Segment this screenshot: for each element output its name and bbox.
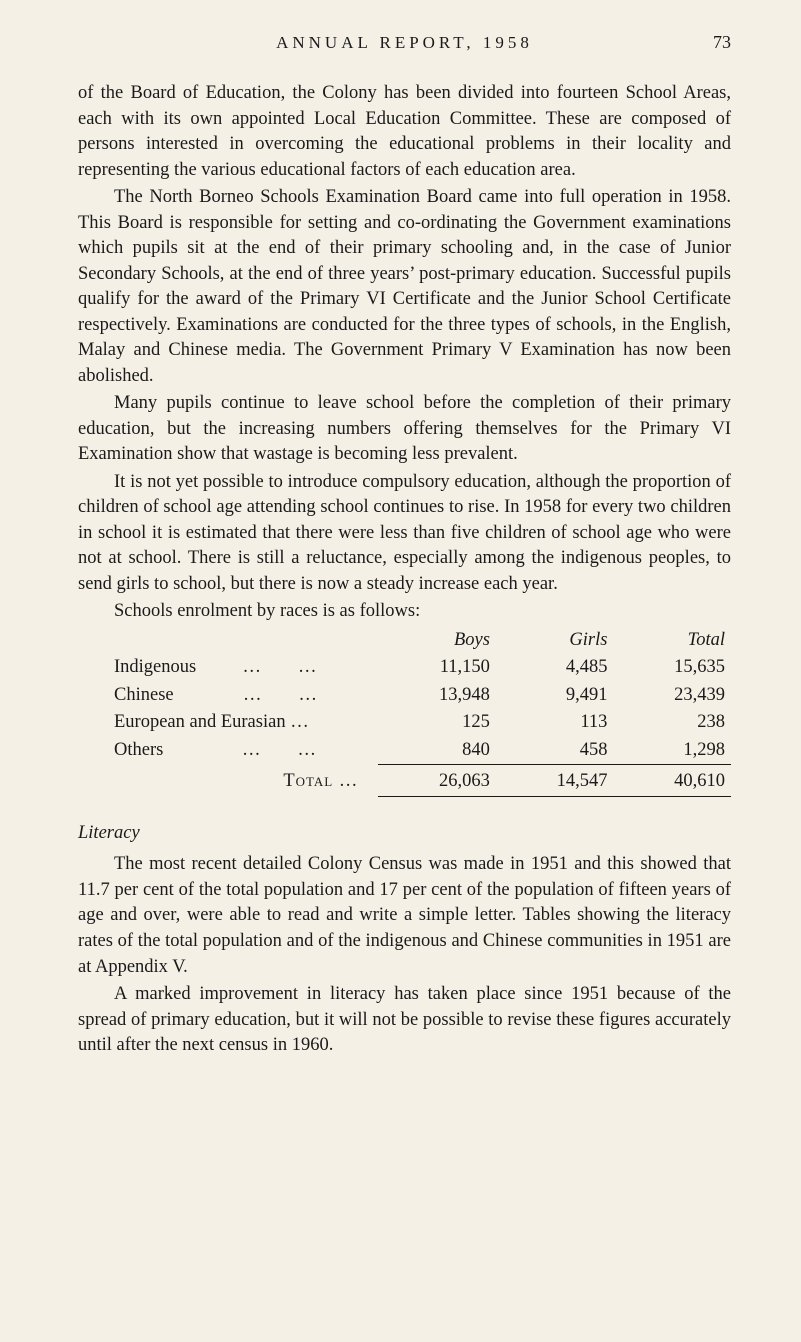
row-girls: 113 [496,709,614,737]
running-title: ANNUAL REPORT, 1958 [118,33,691,53]
total-boys: 26,063 [378,765,496,797]
page-number: 73 [691,32,731,53]
col-boys: Boys [378,627,496,655]
row-total: 23,439 [613,682,731,710]
table-row: European and Eurasian … 125 113 238 [78,709,731,737]
row-total: 238 [613,709,731,737]
row-girls: 9,491 [496,682,614,710]
row-boys: 840 [378,737,496,765]
row-label: Others … … [78,737,378,765]
paragraph-4: It is not yet possible to introduce comp… [78,470,731,598]
row-boys: 11,150 [378,654,496,682]
paragraph-3: Many pupils continue to leave school bef… [78,391,731,468]
table-row: Indigenous … … 11,150 4,485 15,635 [78,654,731,682]
literacy-heading: Literacy [78,821,731,847]
table-total-row: Total … 26,063 14,547 40,610 [78,765,731,797]
paragraph-2: The North Borneo Schools Examination Boa… [78,185,731,389]
row-girls: 4,485 [496,654,614,682]
row-total: 15,635 [613,654,731,682]
row-label: Indigenous … … [78,654,378,682]
table-header-row: Boys Girls Total [78,627,731,655]
paragraph-1: of the Board of Education, the Colony ha… [78,81,731,183]
row-boys: 125 [378,709,496,737]
total-label: Total … [78,765,378,797]
table-row: Chinese … … 13,948 9,491 23,439 [78,682,731,710]
row-total: 1,298 [613,737,731,765]
col-blank [78,627,378,655]
total-total: 40,610 [613,765,731,797]
enrolment-table: Boys Girls Total Indigenous … … 11,150 4… [78,627,731,797]
running-header: ANNUAL REPORT, 1958 73 [78,32,731,53]
page: ANNUAL REPORT, 1958 73 of the Board of E… [0,0,801,1342]
row-label: Chinese … … [78,682,378,710]
total-girls: 14,547 [496,765,614,797]
col-girls: Girls [496,627,614,655]
literacy-p2: A marked improvement in literacy has tak… [78,982,731,1059]
paragraph-5: Schools enrolment by races is as follows… [78,599,731,625]
col-total: Total [613,627,731,655]
total-label-text: Total … [283,771,358,791]
literacy-p1: The most recent detailed Colony Census w… [78,852,731,980]
row-girls: 458 [496,737,614,765]
row-boys: 13,948 [378,682,496,710]
table-row: Others … … 840 458 1,298 [78,737,731,765]
row-label: European and Eurasian … [78,709,378,737]
